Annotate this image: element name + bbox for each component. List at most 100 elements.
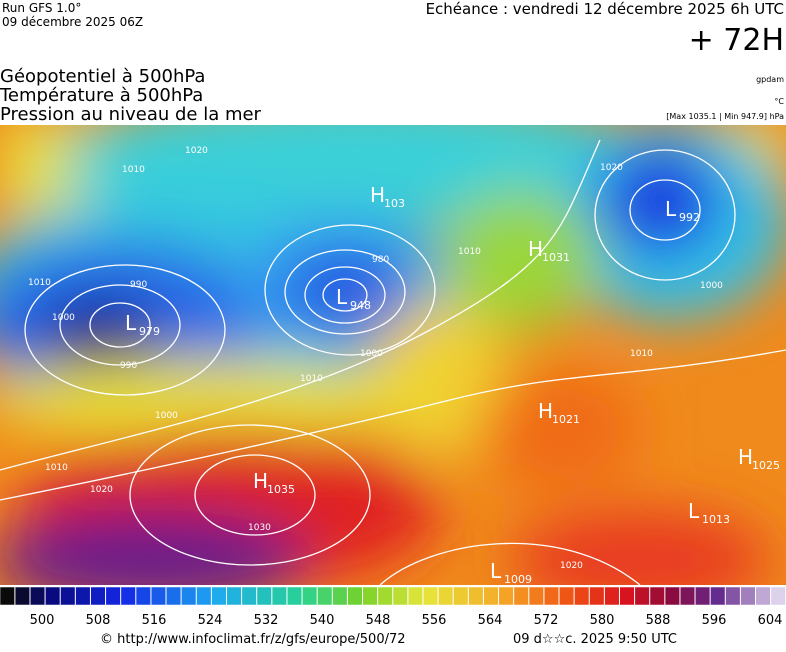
isobar-label: 1020 (600, 163, 623, 173)
center-value: 1035 (267, 483, 295, 496)
color-swatch (634, 586, 650, 606)
color-swatch (498, 586, 514, 606)
isobar-label: 1020 (185, 146, 208, 156)
color-swatch (45, 586, 61, 606)
isobar-label: 990 (120, 361, 137, 371)
color-swatch (120, 586, 136, 606)
timestamp: 09 d☆☆c. 2025 9:50 UTC (513, 632, 677, 647)
field-1: Géopotentiel à 500hPa (0, 66, 205, 87)
isobar-label: 1010 (630, 349, 653, 359)
color-swatch (528, 586, 544, 606)
color-swatch (483, 586, 499, 606)
center-letter: L (665, 197, 677, 221)
color-swatch (664, 586, 680, 606)
color-swatch (211, 586, 227, 606)
color-swatch (271, 586, 287, 606)
color-swatch (332, 586, 348, 606)
color-swatch (166, 586, 182, 606)
color-swatch (14, 586, 30, 606)
color-swatch (559, 586, 575, 606)
color-swatch (438, 586, 454, 606)
colorbar-tick: 532 (254, 613, 279, 628)
color-swatch (468, 586, 484, 606)
colorbar: 500 508 516 524 532 540 548 556 564 572 580 588 596 6… (0, 586, 786, 628)
colorbar-tick: 572 (534, 613, 559, 628)
color-swatch (604, 586, 620, 606)
center-value: 103 (384, 197, 405, 210)
color-swatch (0, 586, 15, 606)
center-value: 1025 (752, 459, 780, 472)
color-swatch (150, 586, 167, 606)
isobar-label: 1030 (248, 523, 271, 533)
color-swatch (422, 586, 439, 606)
center-letter: L (688, 499, 700, 523)
color-swatch (710, 586, 726, 606)
field-3: Pression au niveau de la mer (0, 104, 262, 125)
colorbar-tick: 588 (646, 613, 671, 628)
center-letter: L (490, 559, 502, 583)
center-value: 1013 (702, 513, 730, 526)
isobar-label: 1010 (458, 247, 481, 257)
center-value: 948 (350, 299, 371, 312)
isobar-label: 1010 (122, 165, 145, 175)
color-swatch (347, 586, 363, 606)
map (0, 125, 786, 585)
center-letter: H (528, 237, 543, 261)
echeance: Echéance : vendredi 12 décembre 2025 6h … (426, 0, 784, 18)
center-letter: H (370, 183, 385, 207)
center-letter: L (336, 285, 348, 309)
color-swatch (574, 586, 590, 606)
isobar-label: 1010 (300, 374, 323, 384)
run-label: Run GFS 1.0° (2, 1, 81, 15)
color-swatch (75, 586, 91, 606)
colorbar-tick: 604 (758, 613, 783, 628)
color-swatch (90, 586, 106, 606)
isobar-label: 1000 (52, 313, 75, 323)
color-swatch (29, 586, 46, 606)
colorbar-tick: 548 (366, 613, 391, 628)
color-swatch (755, 586, 771, 606)
color-swatch (377, 586, 393, 606)
color-swatch (679, 586, 696, 606)
colorbar-tick: 580 (590, 613, 615, 628)
center-value: 1031 (542, 251, 570, 264)
isobar-label: 1010 (28, 278, 51, 288)
isobars (0, 139, 786, 585)
center-letter: L (125, 311, 137, 335)
colorbar-tick: 516 (142, 613, 167, 628)
color-swatch (317, 586, 333, 606)
center-letter: H (253, 469, 268, 493)
isobar-labels: 1020 1010 1010 1000 990 980 990 1000 1010 1000 101… (28, 146, 723, 571)
color-swatch (392, 586, 408, 606)
color-swatch (619, 586, 635, 606)
colorbar-tick: 500 (30, 613, 55, 628)
color-swatch (513, 586, 529, 606)
colorbar-tick: 508 (86, 613, 111, 628)
colorbar-tick: 524 (198, 613, 223, 628)
center-value: 992 (679, 211, 700, 224)
colorbar-tick: 540 (310, 613, 335, 628)
color-swatch (60, 586, 76, 606)
field-shading (0, 125, 786, 585)
center-letter: H (738, 445, 753, 469)
color-swatch (725, 586, 741, 606)
field-2: Température à 500hPa (0, 85, 203, 106)
colorbar-tick: 596 (702, 613, 727, 628)
color-swatch (453, 586, 469, 606)
isobar-label: 1020 (90, 485, 113, 495)
colorbar-tick: 556 (422, 613, 447, 628)
color-swatch (256, 586, 272, 606)
isobar-label: 1010 (45, 463, 68, 473)
unit-gpdam: gpdam (756, 75, 784, 84)
isobar-label: 1020 (560, 561, 583, 571)
run-date: 09 décembre 2025 06Z (2, 15, 143, 29)
isobar-label: 1000 (360, 349, 383, 359)
color-swatch (196, 586, 212, 606)
source-url: © http://www.infoclimat.fr/z/gfs/europe/… (100, 632, 406, 647)
colorbar-tick: 564 (478, 613, 503, 628)
color-swatch (407, 586, 423, 606)
pressure-range: [Max 1035.1 | Min 947.9] hPa (666, 112, 784, 121)
center-value: 979 (139, 325, 160, 338)
